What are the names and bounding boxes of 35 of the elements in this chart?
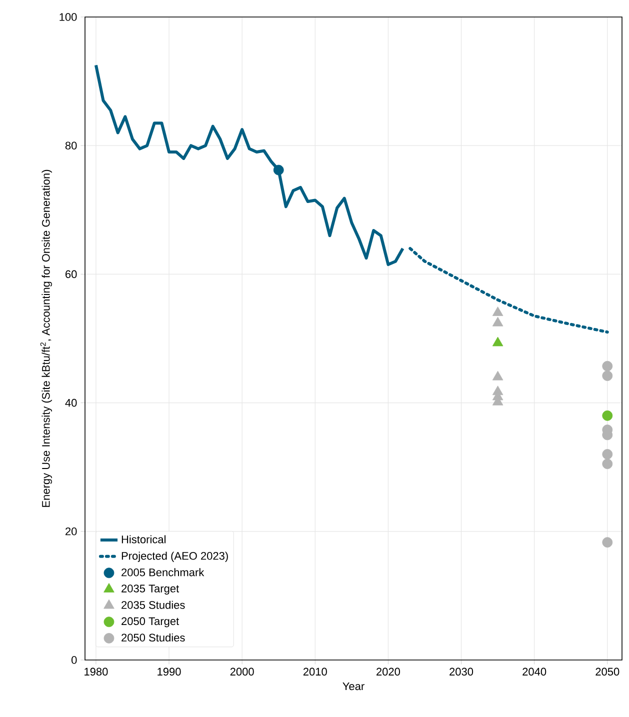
legend-label: Projected (AEO 2023): [122, 552, 228, 562]
legend-label: Historical: [122, 535, 166, 544]
x-tick-label: 1990: [158, 668, 181, 676]
point: [602, 370, 613, 381]
point: [492, 370, 504, 380]
point: [602, 449, 613, 460]
x-tick-label: 2030: [450, 668, 474, 676]
y-tick-label: 100: [60, 13, 77, 21]
point: [602, 537, 613, 548]
x-tick-label: 2050: [596, 668, 620, 676]
legend-label: 2050 Studies: [122, 633, 185, 642]
y-tick-label: 80: [65, 142, 77, 150]
x-tick-label: 1980: [84, 668, 108, 676]
legend-label: 2035 Studies: [122, 600, 185, 609]
point: [492, 316, 504, 326]
x-tick-label: 2000: [230, 668, 254, 676]
y-tick-label: 60: [66, 270, 77, 278]
y-axis-title: Energy Use Intensity (Site kBtu/ft$^{2}$, Accounting for Onsite Generation): [40, 170, 52, 507]
y-tick-label: 0: [72, 656, 77, 664]
line-series: [94, 64, 404, 266]
point: [602, 360, 613, 372]
point: [492, 336, 504, 346]
x-tick-label: 2010: [303, 668, 327, 676]
y-tick-label: 20: [66, 528, 77, 536]
x-tick-label: 2040: [522, 668, 546, 676]
point: [602, 410, 613, 421]
legend-label: 2035 Target: [122, 584, 180, 595]
x-tick-label: 2020: [376, 668, 400, 676]
legend-label: 2050 Target: [122, 617, 180, 628]
y-tick-label: 40: [65, 398, 77, 407]
x-axis-title: Year: [342, 682, 364, 690]
legend-label: 2005 Benchmark: [122, 568, 204, 576]
point: [602, 458, 613, 470]
line-series: [408, 246, 609, 334]
point: [492, 306, 504, 316]
